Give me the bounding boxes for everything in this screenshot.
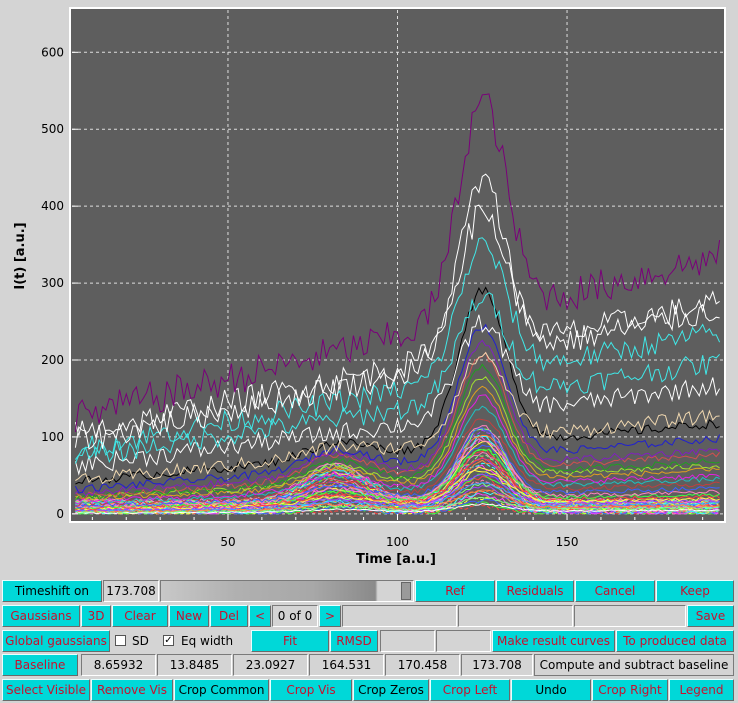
slider-thumb[interactable]	[401, 582, 411, 600]
series-line	[74, 93, 721, 433]
series-line	[74, 237, 721, 460]
y-tick-label: 0	[56, 507, 64, 521]
gaussian-counter: 0 of 0	[272, 605, 318, 627]
series-line	[75, 482, 720, 513]
three-d-button[interactable]: 3D	[81, 605, 111, 627]
sd-label: SD	[132, 634, 149, 648]
y-tick-label: 100	[41, 430, 64, 444]
baseline-value-5[interactable]: 170.458	[385, 654, 460, 676]
baseline-value-4[interactable]: 164.531	[309, 654, 384, 676]
gaussian-field-2[interactable]	[458, 605, 573, 627]
series-line	[74, 314, 721, 476]
x-tick-label: 100	[386, 535, 409, 549]
timeshift-value-field[interactable]: 173.708	[103, 580, 159, 602]
gaussians-row: Gaussians 3D Clear New Del < 0 of 0 > Sa…	[0, 605, 738, 629]
del-button[interactable]: Del	[210, 605, 248, 627]
y-tick-label: 200	[41, 353, 64, 367]
x-tick-label: 150	[556, 535, 579, 549]
plot-area[interactable]: 0 100 200 300 400 500 600 50 100 150 Time [a.u.] …	[0, 0, 738, 578]
y-tick-label: 500	[41, 122, 64, 136]
y-tick-label: 300	[41, 276, 64, 290]
baseline-button[interactable]: Baseline	[2, 654, 78, 676]
series-line	[74, 173, 720, 450]
sd-checkbox[interactable]	[115, 635, 126, 646]
new-button[interactable]: New	[169, 605, 209, 627]
global-gaussians-row: Global gaussians SD ✓ Eq width Fit RMSD …	[0, 630, 738, 654]
series-line	[75, 448, 720, 510]
to-produced-data-button[interactable]: To produced data	[616, 630, 734, 652]
timeshift-row: Timeshift on 173.708 Ref Residuals Cance…	[0, 580, 738, 604]
keep-button[interactable]: Keep	[656, 580, 734, 602]
crop-zeros-button[interactable]: Crop Zeros	[353, 679, 429, 701]
baseline-value-6[interactable]: 173.708	[461, 654, 533, 676]
crop-right-button[interactable]: Crop Right	[592, 679, 668, 701]
rmsd-field-1[interactable]	[380, 630, 435, 652]
remove-vis-button[interactable]: Remove Vis	[91, 679, 173, 701]
series-line	[75, 351, 720, 499]
series-line	[75, 339, 720, 497]
series-line	[75, 351, 720, 485]
series-line	[75, 385, 720, 502]
series-line	[74, 292, 720, 464]
timeshift-on-button[interactable]: Timeshift on	[2, 580, 102, 602]
series-line	[74, 323, 721, 494]
series-line	[75, 456, 720, 511]
series-line	[75, 363, 720, 501]
clear-button[interactable]: Clear	[112, 605, 168, 627]
residuals-button[interactable]: Residuals	[496, 580, 574, 602]
eq-width-checkbox[interactable]: ✓	[163, 635, 174, 646]
eq-width-label: Eq width	[181, 634, 234, 648]
baseline-value-3[interactable]: 23.0927	[233, 654, 308, 676]
legend-button[interactable]: Legend	[669, 679, 734, 701]
cancel-button[interactable]: Cancel	[575, 580, 655, 602]
crop-row: Select Visible Remove Vis Crop Common Cr…	[0, 679, 738, 703]
crop-left-button[interactable]: Crop Left	[430, 679, 510, 701]
y-axis-label: I(t) [a.u.]	[13, 222, 28, 289]
global-gaussians-button[interactable]: Global gaussians	[2, 630, 110, 652]
undo-button[interactable]: Undo	[511, 679, 591, 701]
next-button[interactable]: >	[319, 605, 341, 627]
prev-button[interactable]: <	[249, 605, 271, 627]
y-tick-label: 400	[41, 199, 64, 213]
ref-button[interactable]: Ref	[415, 580, 495, 602]
fit-button[interactable]: Fit	[251, 630, 329, 652]
series-line	[75, 286, 720, 485]
select-visible-button[interactable]: Select Visible	[2, 679, 90, 701]
gaussians-button[interactable]: Gaussians	[2, 605, 80, 627]
series-line	[75, 427, 720, 509]
series-line	[75, 496, 719, 515]
crop-vis-button[interactable]: Crop Vis	[270, 679, 352, 701]
x-tick-label: 50	[220, 535, 235, 549]
series-line	[75, 503, 720, 515]
save-button[interactable]: Save	[687, 605, 734, 627]
baseline-value-2[interactable]: 13.8485	[157, 654, 232, 676]
rmsd-field-2[interactable]	[436, 630, 491, 652]
baseline-value-1[interactable]: 8.65932	[81, 654, 156, 676]
series-line	[75, 418, 720, 507]
gaussian-field-1[interactable]	[342, 605, 457, 627]
x-axis-label: Time [a.u.]	[356, 552, 436, 567]
gaussian-field-3[interactable]	[574, 605, 686, 627]
timeshift-slider[interactable]	[160, 580, 414, 602]
series-line	[74, 204, 720, 439]
crop-common-button[interactable]: Crop Common	[174, 679, 269, 701]
axis-ticks: 0 100 200 300 400 500 600 50 100 150	[41, 45, 704, 549]
compute-subtract-baseline-button[interactable]: Compute and subtract baseline	[534, 654, 734, 676]
y-tick-label: 600	[41, 45, 64, 59]
series-line	[75, 394, 720, 505]
make-result-curves-button[interactable]: Make result curves	[492, 630, 615, 652]
series-lines	[74, 93, 721, 515]
rmsd-button[interactable]: RMSD	[330, 630, 378, 652]
baseline-row: Baseline 8.65932 13.8485 23.0927 164.531…	[0, 654, 738, 678]
